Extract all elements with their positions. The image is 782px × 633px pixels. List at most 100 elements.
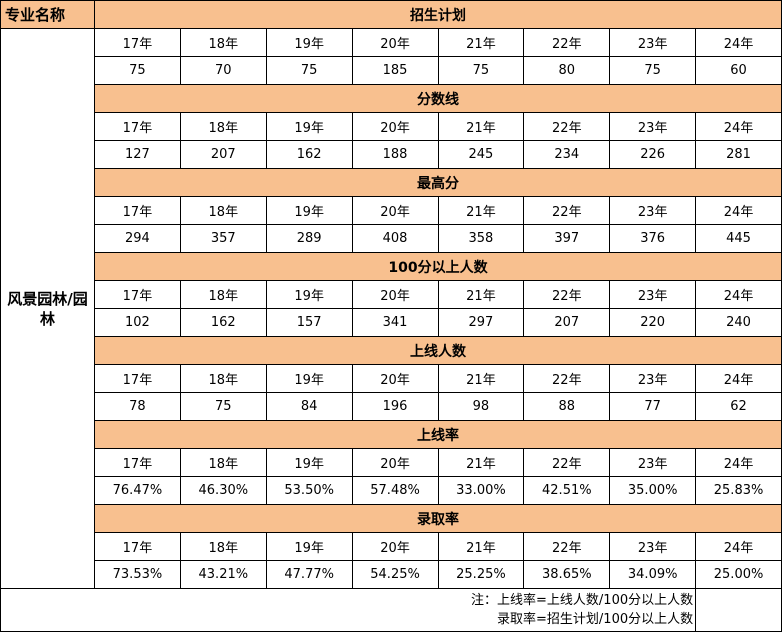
section-title: 分数线 — [94, 84, 782, 113]
year-cell: 20年 — [351, 532, 439, 561]
year-cell: 20年 — [351, 280, 439, 309]
year-cell: 22年 — [523, 112, 611, 141]
value-cell: 75 — [265, 56, 353, 85]
section-header-row: 上线人数 — [1, 336, 782, 365]
year-cell: 21年 — [437, 280, 525, 309]
value-cell: 62 — [695, 392, 782, 421]
value-cell: 226 — [609, 140, 697, 169]
year-cell: 19年 — [265, 280, 353, 309]
value-cell: 77 — [609, 392, 697, 421]
value-cell: 88 — [523, 392, 611, 421]
value-cell: 185 — [351, 56, 439, 85]
year-cell: 17年 — [94, 364, 181, 393]
year-cell: 18年 — [179, 112, 267, 141]
year-cell: 20年 — [351, 28, 439, 57]
value-cell: 207 — [179, 140, 267, 169]
value-cell: 234 — [523, 140, 611, 169]
year-cell: 21年 — [437, 364, 525, 393]
value-cell: 297 — [437, 308, 525, 337]
value-cell: 75 — [609, 56, 697, 85]
value-cell: 75 — [437, 56, 525, 85]
year-cell: 24年 — [695, 280, 782, 309]
value-cell: 43.21% — [179, 560, 267, 589]
empty-cell — [695, 588, 782, 632]
value-cell: 102 — [94, 308, 181, 337]
year-cell: 22年 — [523, 532, 611, 561]
year-cell: 22年 — [523, 448, 611, 477]
value-cell: 70 — [179, 56, 267, 85]
year-cell: 24年 — [695, 28, 782, 57]
year-cell: 23年 — [609, 196, 697, 225]
section-header-row: 最高分 — [1, 168, 782, 197]
note: 注：上线率=上线人数/100分以上人数录取率=招生计划/100分以上人数 — [0, 588, 697, 632]
year-cell: 22年 — [523, 196, 611, 225]
year-cell: 21年 — [437, 28, 525, 57]
value-cell: 34.09% — [609, 560, 697, 589]
year-cell: 17年 — [94, 112, 181, 141]
section-title: 招生计划 — [94, 0, 782, 29]
year-row: 17年 18年 19年 20年 21年 22年 23年 24年 — [1, 112, 782, 141]
value-cell: 445 — [695, 224, 782, 253]
year-cell: 24年 — [695, 196, 782, 225]
year-cell: 23年 — [609, 280, 697, 309]
value-cell: 25.83% — [695, 476, 782, 505]
value-cell: 408 — [351, 224, 439, 253]
value-cell: 98 — [437, 392, 525, 421]
major-column-header: 专业名称 — [0, 0, 95, 29]
value-cell: 357 — [179, 224, 267, 253]
value-cell: 47.77% — [265, 560, 353, 589]
note-line-1: 注：上线率=上线人数/100分以上人数 — [471, 593, 694, 608]
value-cell: 53.50% — [265, 476, 353, 505]
value-cell: 46.30% — [179, 476, 267, 505]
value-row: 127 207 162 188 245 234 226 281 — [1, 140, 782, 169]
note-row: 注：上线率=上线人数/100分以上人数录取率=招生计划/100分以上人数 — [0, 588, 782, 632]
note-line-2: 录取率=招生计划/100分以上人数 — [497, 612, 694, 627]
value-cell: 157 — [265, 308, 353, 337]
value-row: 76.47% 46.30% 53.50% 57.48% 33.00% 42.51% 35.0… — [1, 476, 782, 505]
year-cell: 23年 — [609, 112, 697, 141]
year-cell: 17年 — [94, 448, 181, 477]
value-cell: 376 — [609, 224, 697, 253]
year-cell: 19年 — [265, 112, 353, 141]
major-name: 风景园林/园林 — [0, 28, 95, 589]
year-row: 17年 18年 19年 20年 21年 22年 23年 24年 — [1, 364, 782, 393]
value-cell: 80 — [523, 56, 611, 85]
value-cell: 162 — [179, 308, 267, 337]
year-cell: 17年 — [94, 28, 181, 57]
value-row: 75 70 75 185 75 80 75 60 — [1, 56, 782, 85]
year-cell: 19年 — [265, 196, 353, 225]
year-cell: 20年 — [351, 364, 439, 393]
year-row: 风景园林/园林 17年 18年 19年 20年 21年 22年 23年 24年 — [0, 28, 782, 589]
section-title: 录取率 — [94, 504, 782, 533]
value-cell: 294 — [94, 224, 181, 253]
value-cell: 25.25% — [437, 560, 525, 589]
year-row: 17年 18年 19年 20年 21年 22年 23年 24年 — [1, 532, 782, 561]
year-cell: 18年 — [179, 448, 267, 477]
section-title: 100分以上人数 — [94, 252, 782, 281]
year-cell: 24年 — [695, 532, 782, 561]
value-cell: 75 — [179, 392, 267, 421]
year-cell: 18年 — [179, 196, 267, 225]
year-row: 17年 18年 19年 20年 21年 22年 23年 24年 — [1, 196, 782, 225]
year-cell: 19年 — [265, 448, 353, 477]
year-cell: 23年 — [609, 364, 697, 393]
value-cell: 38.65% — [523, 560, 611, 589]
value-cell: 75 — [94, 56, 181, 85]
year-row: 17年 18年 19年 20年 21年 22年 23年 24年 — [1, 448, 782, 477]
value-cell: 25.00% — [695, 560, 782, 589]
year-cell: 21年 — [437, 448, 525, 477]
value-cell: 188 — [351, 140, 439, 169]
value-row: 73.53% 43.21% 47.77% 54.25% 25.25% 38.65% 34.0… — [1, 560, 782, 589]
year-cell: 22年 — [523, 28, 611, 57]
section-header-row: 100分以上人数 — [1, 252, 782, 281]
value-cell: 220 — [609, 308, 697, 337]
year-cell: 21年 — [437, 112, 525, 141]
year-cell: 21年 — [437, 196, 525, 225]
value-cell: 162 — [265, 140, 353, 169]
year-cell: 24年 — [695, 112, 782, 141]
year-cell: 17年 — [94, 196, 181, 225]
value-cell: 245 — [437, 140, 525, 169]
section-title: 最高分 — [94, 168, 782, 197]
year-cell: 17年 — [94, 280, 181, 309]
value-row: 78 75 84 196 98 88 77 62 — [1, 392, 782, 421]
